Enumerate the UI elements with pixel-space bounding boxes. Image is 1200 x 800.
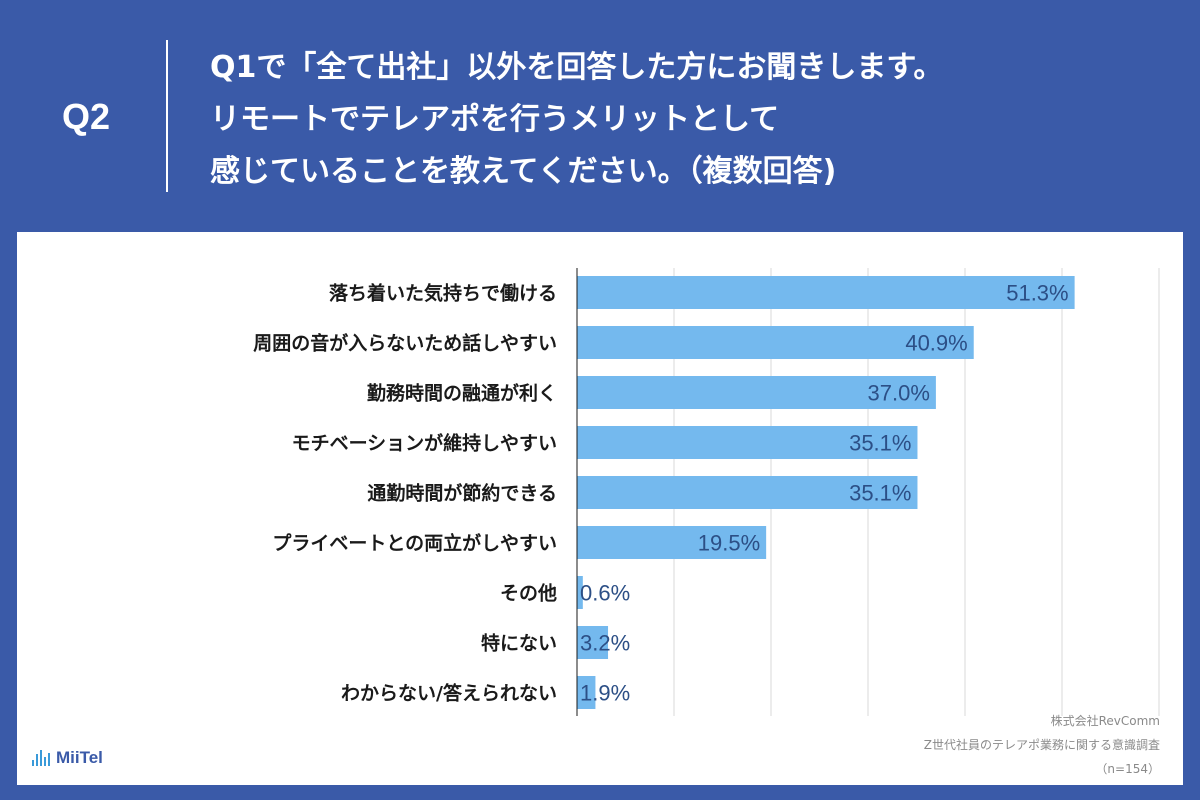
footer-survey: Z世代社員のテレアポ業務に関する意識調査 [923,738,1160,752]
value-label: 19.5% [698,531,760,556]
category-label: わからない/答えられない [341,682,557,705]
miitel-logo: MiiTel [32,748,103,768]
category-label: モチベーションが維持しやすい [292,432,557,455]
category-label: 落ち着いた気持ちで働ける [329,282,557,305]
bar [577,326,974,359]
footer-sample: （n=154） [1095,762,1160,776]
bar [577,526,767,559]
value-label: 35.1% [849,481,911,506]
question-header: Q2 Q1で「全て出社」以外を回答した方にお聞きします。 リモートでテレアポを行… [0,0,1200,230]
question-text: Q1で「全て出社」以外を回答した方にお聞きします。 リモートでテレアポを行うメリ… [210,42,1170,198]
chart-panel: 落ち着いた気持ちで働ける 51.3% 周囲の音が入らないため話しやすい 40.9% 勤務… [17,232,1183,785]
logo-text: MiiTel [56,748,103,767]
category-label: 周囲の音が入らないため話しやすい [253,332,557,355]
bar [577,676,596,709]
header-divider [166,40,168,192]
bar [577,476,918,509]
bar [577,426,918,459]
category-label: プライベートとの両立がしやすい [272,532,557,555]
value-label: 35.1% [849,431,911,456]
category-label: その他 [500,582,557,605]
value-label: 0.6% [580,581,630,606]
bar [577,276,1075,309]
sound-wave-icon [32,750,50,766]
bar-chart: 落ち着いた気持ちで働ける 51.3% 周囲の音が入らないため話しやすい 40.9% 勤務… [253,268,1160,716]
bar [577,576,583,609]
bar [577,626,609,659]
question-line-1: Q1で「全て出社」以外を回答した方にお聞きします。 [210,50,944,85]
value-label: 1.9% [580,681,630,706]
question-number: Q2 [62,96,111,137]
footer-company: 株式会社RevComm [1050,714,1160,728]
value-label: 3.2% [580,631,630,656]
value-label: 51.3% [1006,281,1068,306]
bar [577,376,936,409]
value-label: 37.0% [868,381,930,406]
question-line-2: リモートでテレアポを行うメリットとして [210,102,780,137]
category-label: 特にない [481,633,557,655]
question-line-3: 感じていることを教えてください。（複数回答) [210,154,837,189]
value-label: 40.9% [905,331,967,356]
category-label: 通勤時間が節約できる [367,482,557,505]
category-label: 勤務時間の融通が利く [367,382,557,405]
